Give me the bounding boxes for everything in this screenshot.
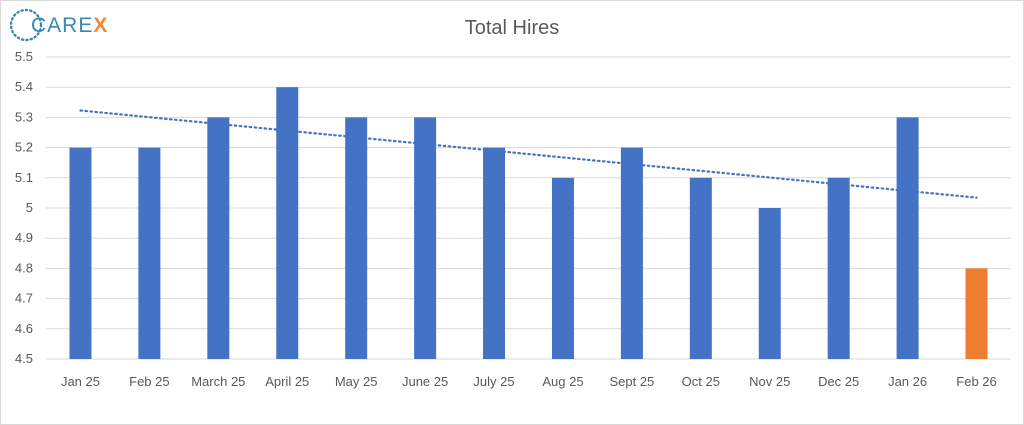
gridlines [46, 56, 1011, 360]
logo-name-accent: X [93, 14, 109, 37]
y-tick-label: 4.6 [15, 321, 33, 336]
y-tick-label: 5 [26, 200, 33, 215]
bar-13 [965, 268, 988, 359]
y-tick-label: 4.8 [15, 260, 33, 275]
x-tick-label: March 25 [191, 374, 245, 389]
y-tick-label: 5.4 [15, 79, 33, 94]
x-tick-label: Sept 25 [609, 374, 654, 389]
x-tick-label: Feb 26 [956, 374, 996, 389]
x-tick-label: Feb 25 [129, 374, 169, 389]
bar-0 [69, 147, 92, 359]
x-tick-label: Oct 25 [682, 374, 720, 389]
bar-7 [551, 177, 574, 359]
bar-1 [138, 147, 161, 359]
y-tick-label: 5.2 [15, 140, 33, 155]
x-tick-label: June 25 [402, 374, 448, 389]
x-tick-label: May 25 [335, 374, 378, 389]
bar-9 [689, 177, 712, 359]
logo-name-main: CARE [31, 14, 94, 37]
y-tick-label: 4.7 [15, 291, 33, 306]
bar-10 [758, 208, 781, 359]
chart-title: Total Hires [464, 17, 560, 39]
logo-wordmark: CAREX [31, 14, 108, 38]
y-tick-label: 4.5 [15, 351, 33, 366]
bar-6 [483, 147, 506, 359]
x-tick-label: Dec 25 [818, 374, 859, 389]
y-tick-label: 5.3 [15, 109, 33, 124]
bar-4 [345, 117, 368, 360]
y-tick-label: 5.1 [15, 170, 33, 185]
x-tick-label: July 25 [473, 374, 514, 389]
bar-12 [896, 117, 919, 360]
y-tick-label: 5.5 [15, 49, 33, 64]
x-tick-label: April 25 [265, 374, 309, 389]
y-axis-ticks: 4.5 4.6 4.7 4.8 4.9 5 5.1 5.2 5.3 5.4 5.5 [15, 49, 33, 366]
bars [69, 87, 988, 360]
x-axis-ticks: Jan 25 Feb 25 March 25 April 25 May 25 June 2… [61, 374, 997, 389]
trendline-dotted [79, 109, 978, 199]
y-tick-label: 4.9 [15, 230, 33, 245]
bar-11 [827, 177, 850, 359]
x-tick-label: Nov 25 [749, 374, 790, 389]
logo-dotted-ring-icon [9, 8, 43, 42]
x-tick-label: Jan 26 [888, 374, 927, 389]
x-tick-label: Aug 25 [542, 374, 583, 389]
x-tick-label: Jan 25 [61, 374, 100, 389]
bar-8 [620, 147, 643, 359]
bar-5 [414, 117, 437, 360]
bar-2 [207, 117, 230, 360]
trendline [79, 109, 978, 199]
bar-3 [276, 87, 299, 359]
carex-logo: CAREX [7, 5, 107, 45]
